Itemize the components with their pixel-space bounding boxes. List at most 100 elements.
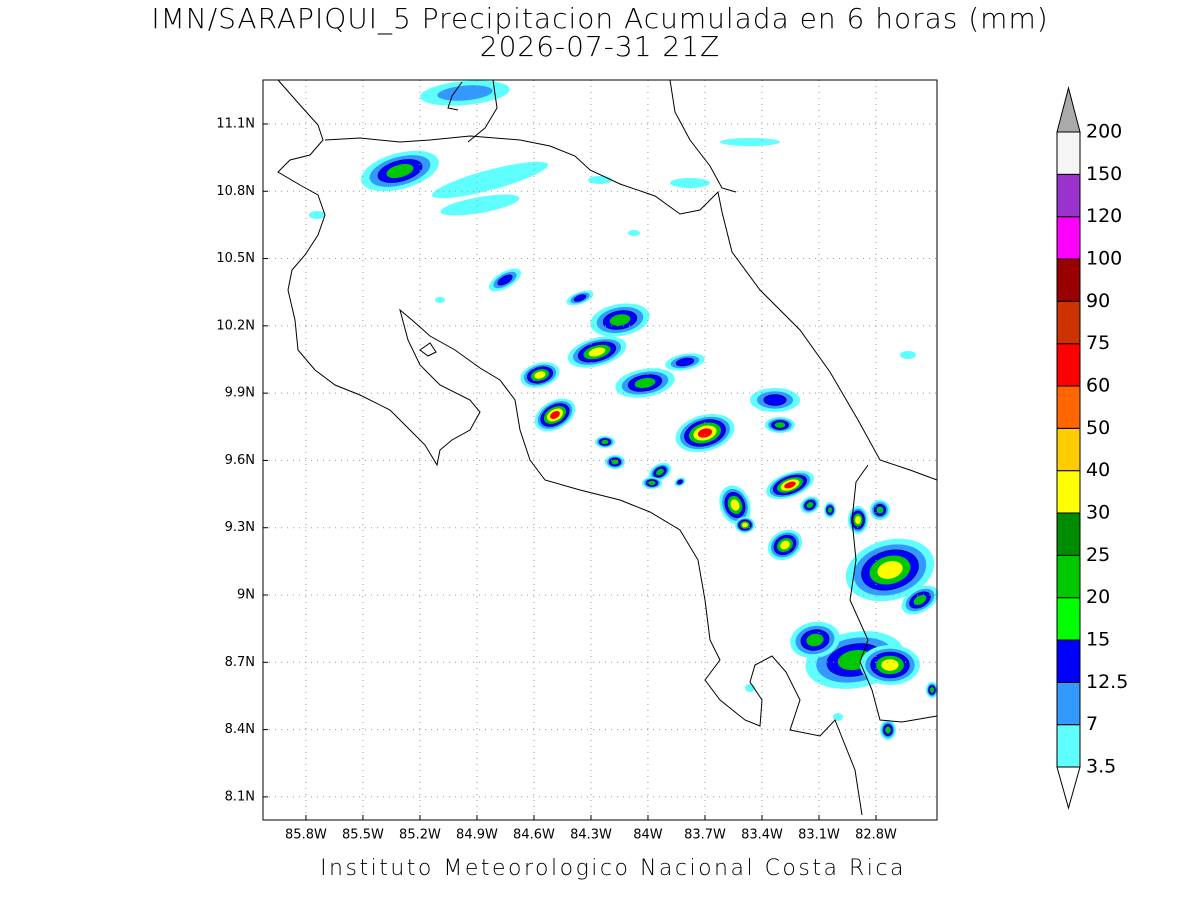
- colorbar-label: 40: [1086, 459, 1110, 481]
- rain-cell: [790, 621, 840, 659]
- colorbar-label: 60: [1086, 375, 1110, 397]
- rain-contour: [435, 297, 445, 303]
- rain-contour: [588, 347, 606, 357]
- colorbar-label: 120: [1086, 205, 1122, 227]
- rain-contour: [780, 540, 790, 550]
- rain-cell: [800, 496, 820, 514]
- y-tick-label: 11.1N: [216, 116, 255, 131]
- rain-cell: [860, 645, 920, 685]
- coastlines: [277, 79, 938, 816]
- rain-cell: [848, 506, 868, 534]
- rain-contour: [670, 178, 710, 188]
- rain-cell: [765, 417, 795, 433]
- rain-contour: [656, 468, 664, 476]
- rain-contour: [697, 428, 713, 438]
- rain-contour: [900, 351, 916, 359]
- rain-contour: [440, 194, 520, 216]
- rain-cell: [735, 517, 755, 533]
- y-tick-label: 10.2N: [216, 318, 255, 333]
- rain-contour: [855, 516, 861, 524]
- x-tick-label: 85.5W: [342, 828, 384, 843]
- x-tick-label: 84.6W: [513, 828, 555, 843]
- colorbar-label: 100: [1086, 248, 1122, 270]
- colorbar-label: 90: [1086, 290, 1110, 312]
- y-tick-label: 8.7N: [225, 655, 255, 670]
- colorbar-box: [1056, 639, 1081, 683]
- colorbar-box: [1056, 724, 1081, 768]
- rain-cell: [615, 368, 675, 398]
- rain-cell: [567, 336, 627, 368]
- rain-contour: [720, 138, 780, 146]
- y-tick-label: 8.4N: [225, 722, 255, 737]
- rain-cell: [824, 502, 836, 518]
- rain-contour: [806, 633, 824, 647]
- x-tick-label: 83.7W: [684, 828, 726, 843]
- x-tick-label: 85.8W: [285, 828, 327, 843]
- colorbar-box: [1056, 258, 1081, 302]
- rain-contour: [677, 479, 683, 485]
- rain-cell: [431, 161, 549, 199]
- colorbar-label: 75: [1086, 332, 1110, 354]
- axes: 85.8W 85.5W 85.2W 84.9W 84.6W 84.3W 84W 83.7W 83…: [216, 116, 897, 842]
- rain-contour: [648, 480, 656, 486]
- rain-contour: [634, 377, 656, 389]
- rain-contour: [876, 506, 884, 514]
- rain-cell: [833, 713, 843, 721]
- rain-cell: [595, 436, 615, 448]
- x-tick-label: 83.4W: [741, 828, 783, 843]
- nicaragua-lake: [447, 79, 498, 143]
- colorbar-box: [1056, 554, 1081, 599]
- rain-cell: [674, 477, 686, 487]
- rain-cell: [750, 388, 800, 412]
- rain-contour: [833, 713, 843, 721]
- x-tick-label: 84W: [633, 828, 663, 843]
- colorbar-box: [1056, 300, 1081, 345]
- pacific-coast: [277, 79, 863, 816]
- colorbar: 3.5 7 12.5 15 20 25 30 40 50 60 75 90 100 120 150 200: [1056, 86, 1128, 810]
- rain-cell: [901, 585, 939, 615]
- rain-contour: [763, 394, 787, 406]
- rain-cell: [665, 353, 705, 371]
- panama-border: [849, 464, 938, 723]
- rain-cell: [588, 176, 612, 184]
- rain-contour: [534, 371, 546, 379]
- rain-cell: [420, 80, 510, 106]
- caribbean-coast: [669, 79, 737, 193]
- colorbar-box: [1056, 343, 1081, 387]
- over-triangle: [1056, 86, 1081, 133]
- rain-cell: [534, 398, 576, 432]
- colorbar-label: 15: [1086, 629, 1110, 651]
- rain-contour: [573, 294, 587, 302]
- colorbar-box: [1056, 470, 1081, 514]
- grid: [263, 80, 937, 820]
- lake-outline: [419, 342, 437, 357]
- colorbar-label: 25: [1086, 544, 1110, 566]
- rain-cell: [900, 351, 916, 359]
- colorbar-box: [1056, 427, 1081, 472]
- colorbar-box: [1056, 131, 1081, 175]
- colorbar-label: 7: [1086, 713, 1098, 735]
- rain-field: [309, 80, 939, 740]
- rain-cell: [720, 138, 780, 146]
- rain-cell: [675, 413, 735, 453]
- title: IMN/SARAPIQUI_5 Precipitacion Acumulada …: [151, 2, 1048, 36]
- colorbar-label: 150: [1086, 163, 1122, 185]
- rain-cell: [766, 470, 814, 500]
- x-tick-label: 82.8W: [855, 828, 897, 843]
- footer: Instituto Meteorologico Nacional Costa R…: [320, 856, 906, 881]
- x-tick-label: 85.2W: [399, 828, 441, 843]
- rain-cell: [926, 682, 938, 698]
- rain-contour: [628, 230, 640, 236]
- rain-cell: [670, 178, 710, 188]
- rain-contour: [497, 274, 513, 286]
- rain-cell: [566, 290, 594, 306]
- rain-contour: [309, 211, 325, 219]
- colorbar-box: [1056, 512, 1081, 556]
- map-frame: [262, 79, 938, 821]
- rain-contour: [609, 314, 631, 326]
- x-tick-label: 84.3W: [570, 828, 612, 843]
- rain-cell: [361, 150, 439, 192]
- rain-cell: [488, 268, 522, 292]
- rain-cell: [590, 303, 650, 337]
